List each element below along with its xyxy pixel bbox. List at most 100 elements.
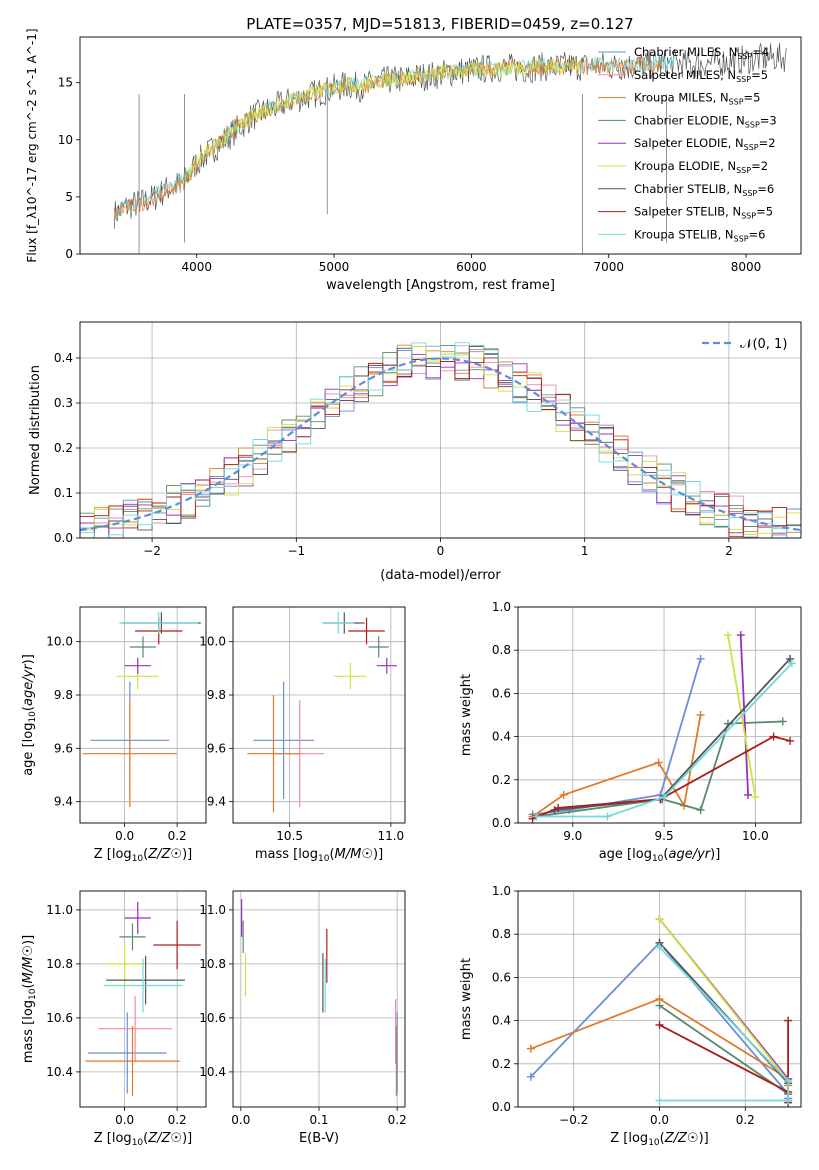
- x-tick-label: 0.2: [168, 829, 187, 843]
- normal-curve: [80, 357, 801, 532]
- y-tick-label: 9.8: [207, 688, 226, 702]
- weight-marker: [655, 1020, 664, 1029]
- x-tick-label: 0.2: [736, 1113, 755, 1127]
- histogram-step: [80, 346, 801, 538]
- weight-marker: [559, 790, 568, 799]
- y-tick-label: 9.8: [54, 688, 73, 702]
- weight-marker: [655, 915, 664, 924]
- plot-area: [113, 42, 787, 254]
- panel-spectrum: 4000 5000 6000 7000 8000 0 5 10 15 Flux [f_λ10^-1…: [25, 28, 802, 293]
- error-bar-point: [253, 681, 314, 799]
- error-bar-point: [103, 958, 183, 1013]
- x-tick-label: 9.5: [655, 829, 674, 843]
- y-tick-label: 0.4: [492, 730, 511, 744]
- y-axis-label: age [log10(age/yr)]: [21, 654, 38, 776]
- y-axis-label: Flux [f_λ10^-17 erg cm^-2 s^-1 A^-1]: [25, 28, 39, 262]
- weight-line: [535, 658, 791, 818]
- weight-marker: [526, 1072, 535, 1081]
- x-tick-label: 9.0: [563, 829, 582, 843]
- y-tick-label: 0.2: [54, 441, 73, 455]
- axes-frame: [79, 606, 207, 824]
- histogram-step: [80, 342, 801, 538]
- weight-marker: [736, 631, 745, 640]
- x-tick-label: 1: [581, 544, 589, 558]
- weight-marker: [778, 717, 787, 726]
- x-tick-label: 0.0: [115, 1113, 134, 1127]
- y-tick-label: 0.6: [492, 686, 511, 700]
- y-axis-label: Normed distribution: [28, 365, 43, 495]
- y-tick-label: 0.6: [492, 970, 511, 984]
- y-tick-label: 0.3: [54, 396, 73, 410]
- y-tick-label: 1.0: [492, 600, 511, 614]
- y-tick-label: 10.8: [199, 957, 226, 971]
- y-axis-label: mass weight: [459, 674, 474, 756]
- plot-area: [85, 901, 201, 1097]
- legend-label: Kroupa STELIB, NSSP=6: [634, 227, 765, 243]
- y-tick-label: 0.4: [54, 351, 73, 365]
- y-tick-label: 0.8: [492, 927, 511, 941]
- error-bar-point: [348, 617, 385, 645]
- legend-label: Kroupa MILES, NSSP=5: [634, 91, 760, 107]
- y-tick-label: 10.4: [199, 1065, 226, 1079]
- x-axis-label: Z [log10(Z/Z☉)]: [94, 847, 192, 864]
- weight-marker: [526, 1044, 535, 1053]
- weight-line: [659, 1020, 789, 1103]
- panel-age-vs-mass: 10.5 11.0 9.4 9.6 9.8 10.0 mass [log10(M/M☉)]: [199, 606, 406, 864]
- spectrum-line: [113, 55, 677, 220]
- error-bar-point: [103, 942, 146, 986]
- x-tick-label: 8000: [731, 260, 762, 274]
- error-bar-point: [322, 612, 355, 634]
- panel-age-vs-Z: 0.0 0.2 9.4 9.6 9.8 10.0 Z [log10(Z/Z☉)] age [l…: [21, 606, 207, 864]
- y-tick-label: 0: [65, 247, 73, 261]
- y-tick-label: 9.4: [54, 795, 73, 809]
- legend-label: Chabrier STELIB, NSSP=6: [634, 182, 774, 198]
- axes-frame: [232, 606, 406, 824]
- panel-weight-vs-age: 9.0 9.5 10.0 0.0 0.2 0.4 0.6 0.8 1.0 age [log10(a…: [459, 600, 802, 864]
- legend-label: Chabrier MILES, NSSP=4: [634, 45, 769, 61]
- plot-area: [526, 915, 793, 1107]
- error-bar-point: [106, 955, 185, 1005]
- x-axis-label: wavelength [Angstrom, rest frame]: [326, 278, 555, 293]
- y-tick-label: 0.2: [492, 773, 511, 787]
- spectrum-line: [113, 56, 663, 220]
- weight-marker: [696, 806, 705, 815]
- plot-area: [247, 612, 397, 813]
- histogram-step: [80, 357, 801, 538]
- y-tick-label: 11.0: [46, 903, 73, 917]
- weight-marker: [784, 1016, 793, 1025]
- plot-area: [241, 899, 398, 1097]
- error-bar-point: [376, 657, 397, 674]
- weight-marker: [554, 803, 563, 812]
- weight-marker: [655, 943, 664, 952]
- weight-marker: [751, 793, 760, 802]
- legend-label: Salpeter ELODIE, NSSP=2: [634, 136, 776, 152]
- error-bar-point: [124, 657, 151, 674]
- axes-frame: [232, 890, 406, 1108]
- x-tick-label: 0.1: [309, 1113, 328, 1127]
- weight-marker: [696, 711, 705, 719]
- error-bar-point: [98, 996, 172, 1062]
- weight-marker: [655, 1001, 664, 1010]
- legend-label: Salpeter MILES, NSSP=5: [634, 68, 768, 84]
- error-bar-point: [85, 1026, 180, 1097]
- panel-residuals: −2 −1 0 1 2 0.0 0.1 0.2 0.3 0.4 (data-model)/error…: [28, 321, 802, 583]
- plot-area: [528, 631, 796, 823]
- weight-marker: [744, 790, 753, 799]
- histogram-step: [80, 353, 801, 538]
- y-tick-label: 0.2: [492, 1057, 511, 1071]
- x-axis-label: mass [log10(M/M☉)]: [255, 847, 383, 864]
- axes-frame: [517, 606, 802, 824]
- spectrum-legend: Chabrier MILES, NSSP=4 Salpeter MILES, NS…: [598, 45, 777, 243]
- axes-frame: [517, 890, 802, 1108]
- y-tick-label: 10: [58, 133, 73, 147]
- panel-mass-vs-ebv: 0.0 0.1 0.2 10.4 10.6 10.8 11.0 E(B-V): [199, 890, 407, 1146]
- weight-marker: [787, 659, 796, 668]
- weight-marker: [784, 1096, 793, 1105]
- y-tick-label: 0.4: [492, 1014, 511, 1028]
- weight-line: [739, 635, 749, 795]
- error-bar-point: [119, 612, 199, 634]
- error-bar-point: [334, 663, 367, 690]
- x-axis-label: Z [log10(Z/Z☉)]: [610, 1131, 708, 1148]
- plot-area: [80, 342, 801, 538]
